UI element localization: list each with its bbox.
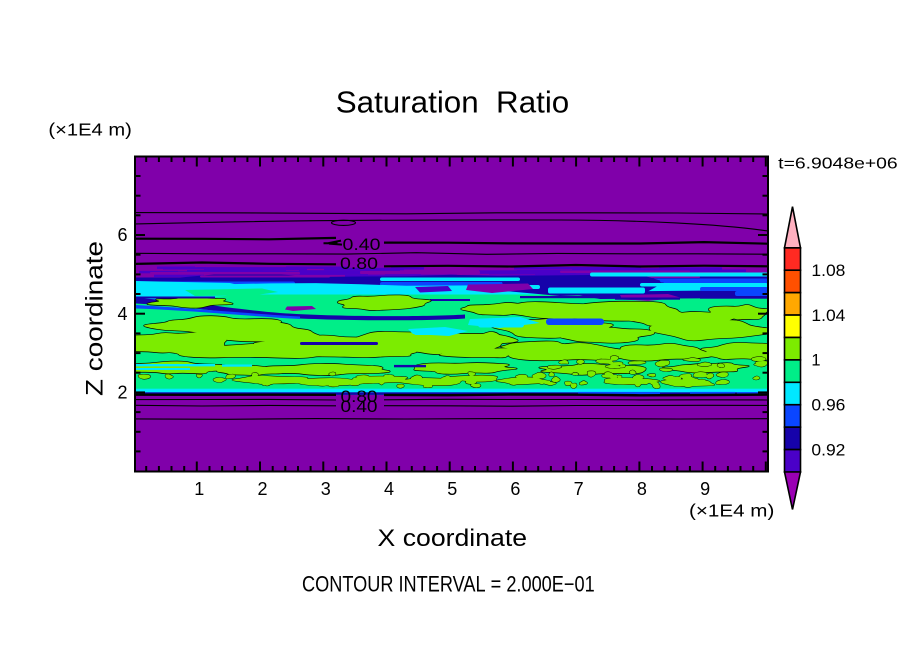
svg-text:6: 6 [117, 225, 127, 245]
svg-text:CONTOUR INTERVAL = 2.000E−01: CONTOUR INTERVAL = 2.000E−01 [302, 571, 595, 596]
svg-text:9: 9 [700, 479, 710, 499]
svg-text:0.92: 0.92 [811, 441, 845, 459]
svg-text:2: 2 [117, 383, 127, 403]
svg-text:4: 4 [384, 479, 394, 499]
svg-text:X coordinate: X coordinate [378, 525, 528, 552]
svg-text:5: 5 [447, 479, 457, 499]
svg-text:(×1E4 m): (×1E4 m) [689, 501, 774, 521]
svg-text:4: 4 [117, 304, 127, 324]
svg-text:0.80: 0.80 [340, 254, 378, 273]
svg-text:1.04: 1.04 [811, 307, 845, 325]
svg-text:Z coordinate: Z coordinate [82, 241, 109, 396]
svg-text:0.40: 0.40 [341, 397, 378, 416]
svg-text:0.40: 0.40 [343, 235, 381, 254]
svg-text:Saturation Ratio: Saturation Ratio [336, 85, 570, 120]
svg-text:8: 8 [637, 479, 647, 499]
svg-text:3: 3 [321, 479, 331, 499]
svg-text:2: 2 [258, 479, 268, 499]
svg-text:1.08: 1.08 [811, 262, 845, 280]
svg-text:0.96: 0.96 [811, 397, 845, 415]
svg-text:(×1E4 m): (×1E4 m) [48, 119, 131, 139]
svg-text:0.80: 0.80 [341, 387, 378, 406]
svg-text:1: 1 [194, 479, 204, 499]
svg-text:t=6.9048e+06: t=6.9048e+06 [778, 156, 898, 173]
svg-text:1: 1 [811, 352, 820, 370]
svg-text:6: 6 [510, 479, 520, 499]
svg-text:7: 7 [574, 479, 584, 499]
